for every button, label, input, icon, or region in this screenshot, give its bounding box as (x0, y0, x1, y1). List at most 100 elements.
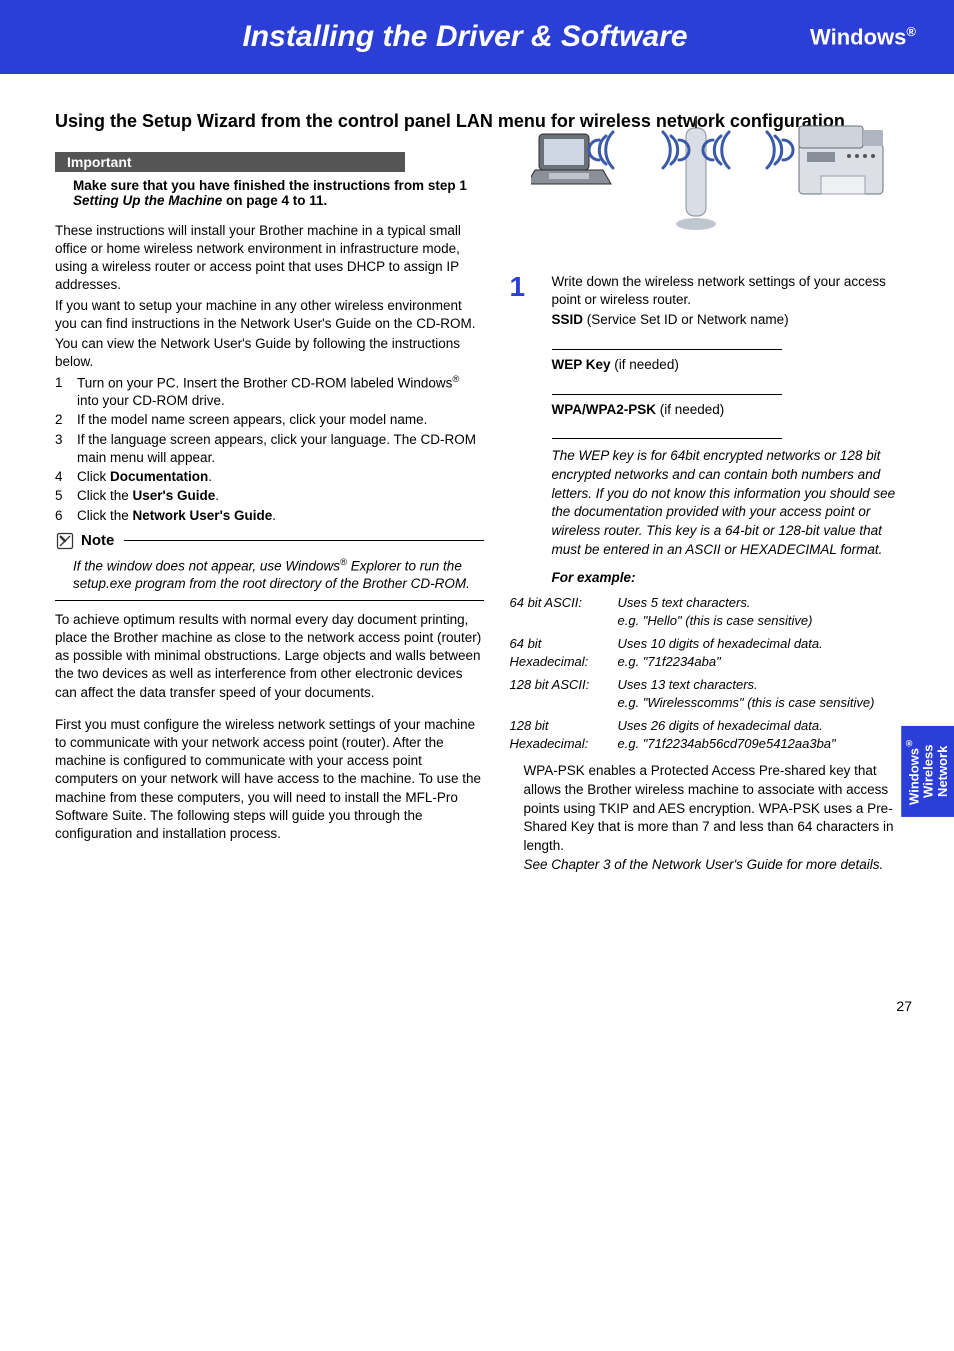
list-text: If the language screen appears, click yo… (77, 431, 484, 467)
list-text-bold: Network User's Guide (133, 508, 273, 523)
ssid-desc: (Service Set ID or Network name) (583, 312, 789, 327)
numbered-list: 1 Turn on your PC. Insert the Brother CD… (55, 374, 484, 525)
example-row: 128 bit Hexadecimal: Uses 26 digits of h… (510, 717, 913, 752)
para-1: These instructions will install your Bro… (55, 222, 484, 295)
list-text-post: into your CD-ROM drive. (77, 393, 225, 408)
right-column: 1 Write down the wireless network settin… (510, 110, 913, 874)
header-platform-text: Windows (810, 24, 906, 49)
list-item: 2 If the model name screen appears, clic… (55, 411, 484, 429)
example-label: 128 bit ASCII: (510, 676, 618, 694)
example-label: 64 bit Hexadecimal: (510, 635, 618, 670)
important-post: on page 4 to 11. (222, 193, 327, 208)
note-rule (124, 540, 483, 541)
example-label: 64 bit ASCII: (510, 594, 618, 612)
important-pre: Make sure that you have finished the ins… (73, 178, 467, 193)
page-number: 27 (896, 998, 912, 1014)
list-text: Click Documentation. (77, 468, 212, 486)
wpa-body-text: WPA-PSK enables a Protected Access Pre-s… (524, 763, 894, 853)
important-body: Make sure that you have finished the ins… (73, 178, 484, 208)
side-tab-line3: Network (935, 746, 950, 797)
example-label: 128 bit Hexadecimal: (510, 717, 618, 752)
para-2: If you want to setup your machine in any… (55, 297, 484, 333)
wpa-body: WPA-PSK enables a Protected Access Pre-s… (524, 762, 913, 874)
step-1: 1 Write down the wireless network settin… (510, 273, 913, 874)
important-tag: Important (55, 152, 405, 172)
list-text: Click the Network User's Guide. (77, 507, 276, 525)
ssid-label: SSID (552, 312, 584, 327)
wpa-blank (552, 425, 782, 439)
list-text-bold: Documentation (110, 469, 208, 484)
list-num: 2 (55, 411, 67, 429)
wireless-diagram (510, 116, 913, 249)
list-text-pre: Turn on your PC. Insert the Brother CD-R… (77, 375, 452, 390)
side-tab-line1: Windows® (906, 738, 921, 805)
wep-note: The WEP key is for 64bit encrypted netwo… (552, 447, 913, 559)
example-value: Uses 26 digits of hexadecimal data. e.g.… (618, 717, 913, 752)
wep-desc: (if needed) (611, 357, 679, 372)
registered-sup: ® (452, 374, 459, 385)
note-icon (55, 531, 75, 551)
wep-label: WEP Key (552, 357, 611, 372)
header-title: Installing the Driver & Software (0, 20, 810, 54)
list-text-post: . (215, 488, 219, 503)
page-header: Installing the Driver & Software Windows… (0, 0, 954, 74)
list-num: 3 (55, 431, 67, 467)
header-platform: Windows® (810, 24, 916, 50)
list-text: If the model name screen appears, click … (77, 411, 427, 429)
step-text: Write down the wireless network settings… (552, 273, 913, 309)
list-text-pre: Click the (77, 488, 133, 503)
wpa-label: WPA/WPA2-PSK (552, 402, 657, 417)
note-body: If the window does not appear, use Windo… (73, 557, 484, 594)
side-tab: Windows® Wireless Network (901, 726, 954, 817)
side-tab-line2: Wireless (920, 745, 935, 798)
registered-sup: ® (906, 24, 916, 39)
list-text-post: . (208, 469, 212, 484)
step-number: 1 (510, 273, 530, 301)
example-row: 64 bit Hexadecimal: Uses 10 digits of he… (510, 635, 913, 670)
list-item: 3 If the language screen appears, click … (55, 431, 484, 467)
example-value: Uses 5 text characters. e.g. "Hello" (th… (618, 594, 913, 629)
list-num: 5 (55, 487, 67, 505)
note-end-rule (55, 600, 484, 601)
wpa-line: WPA/WPA2-PSK (if needed) (552, 401, 913, 420)
list-text-pre: Click (77, 469, 110, 484)
registered-sup: ® (904, 738, 914, 748)
wpa-desc: (if needed) (656, 402, 724, 417)
note-label: Note (81, 532, 114, 549)
example-row: 128 bit ASCII: Uses 13 text characters. … (510, 676, 913, 711)
wpa-see: See Chapter 3 of the Network User's Guid… (524, 857, 884, 872)
list-item: 6 Click the Network User's Guide. (55, 507, 484, 525)
list-item: 4 Click Documentation. (55, 468, 484, 486)
diagram-svg (531, 116, 891, 246)
ssid-line: SSID (Service Set ID or Network name) (552, 311, 913, 329)
example-table: 64 bit ASCII: Uses 5 text characters. e.… (510, 594, 913, 752)
example-value: Uses 10 digits of hexadecimal data. e.g.… (618, 635, 913, 670)
step-body: Write down the wireless network settings… (552, 273, 913, 874)
registered-sup: ® (340, 557, 347, 568)
para-3: You can view the Network User's Guide by… (55, 335, 484, 371)
list-text-pre: Click the (77, 508, 133, 523)
for-example: For example: (552, 569, 913, 588)
important-em: Setting Up the Machine (73, 193, 222, 208)
list-num: 1 (55, 374, 67, 411)
note-header: Note (55, 531, 484, 551)
list-item: 5 Click the User's Guide. (55, 487, 484, 505)
note-pre: If the window does not appear, use Windo… (73, 558, 340, 573)
list-text: Turn on your PC. Insert the Brother CD-R… (77, 374, 484, 411)
list-num: 4 (55, 468, 67, 486)
wpa-see-text: See Chapter 3 of the Network User's Guid… (524, 857, 880, 872)
ssid-blank (552, 336, 782, 350)
para-4: To achieve optimum results with normal e… (55, 611, 484, 702)
list-num: 6 (55, 507, 67, 525)
list-item: 1 Turn on your PC. Insert the Brother CD… (55, 374, 484, 411)
para-5: First you must configure the wireless ne… (55, 716, 484, 844)
left-column: Using the Setup Wizard from the control … (55, 110, 484, 874)
wep-blank (552, 381, 782, 395)
page-content: Using the Setup Wizard from the control … (0, 74, 954, 914)
list-text-post: . (272, 508, 276, 523)
list-text: Click the User's Guide. (77, 487, 219, 505)
footer-space (0, 914, 954, 1034)
example-value: Uses 13 text characters. e.g. "Wirelessc… (618, 676, 913, 711)
important-box: Important (55, 152, 484, 172)
wep-line: WEP Key (if needed) (552, 356, 913, 375)
